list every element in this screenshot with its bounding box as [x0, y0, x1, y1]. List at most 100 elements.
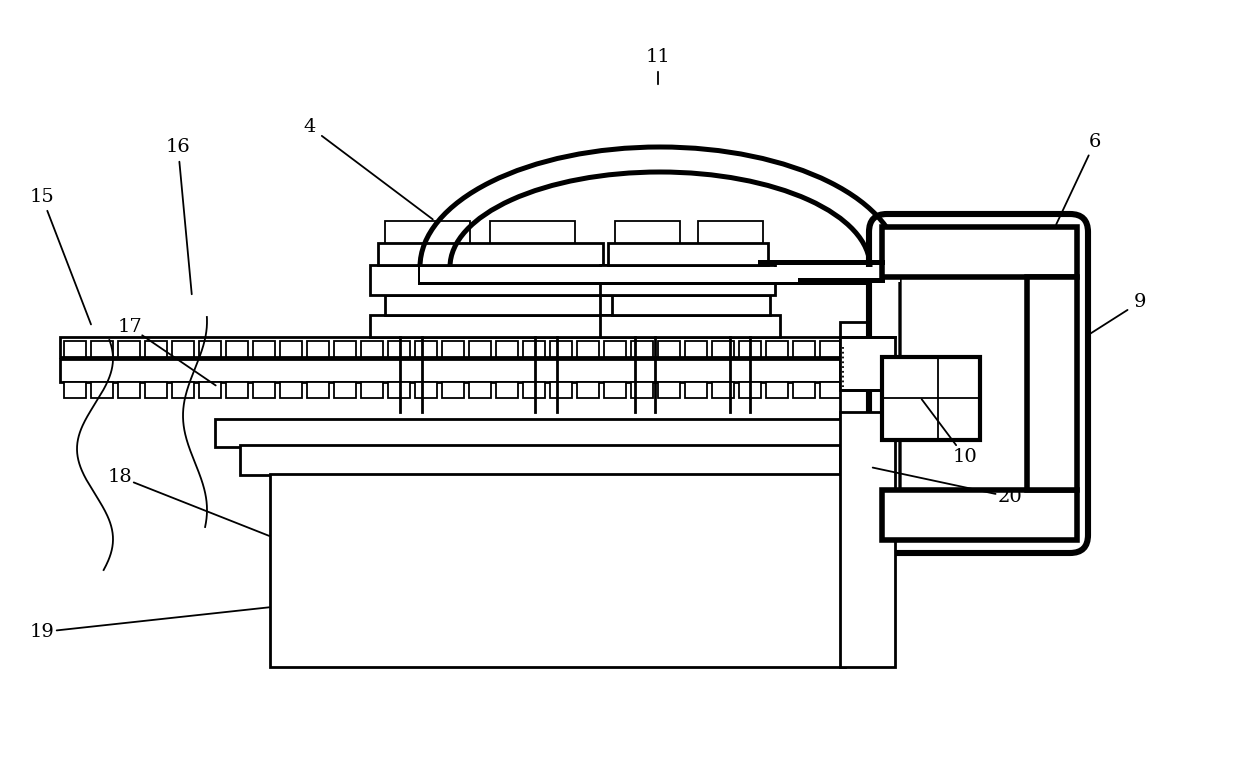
Bar — [334, 341, 356, 357]
Bar — [766, 341, 787, 357]
Bar — [280, 382, 303, 398]
Bar — [361, 382, 383, 398]
Bar — [794, 341, 815, 357]
Text: 6: 6 — [1089, 133, 1101, 151]
Bar — [64, 382, 86, 398]
Bar — [370, 315, 610, 337]
Bar — [658, 382, 680, 398]
Bar — [820, 382, 842, 398]
Bar — [523, 382, 546, 398]
Bar — [882, 227, 1078, 277]
Text: 11: 11 — [646, 48, 671, 66]
Bar — [270, 474, 844, 667]
Bar — [388, 382, 410, 398]
Bar — [523, 341, 546, 357]
Bar — [60, 337, 920, 357]
Bar — [882, 490, 1078, 540]
Bar — [145, 382, 167, 398]
Bar — [215, 419, 866, 447]
Bar — [905, 250, 1060, 515]
Bar — [469, 341, 491, 357]
Bar — [198, 341, 221, 357]
Bar — [712, 382, 734, 398]
Bar — [226, 382, 248, 398]
Bar — [415, 341, 436, 357]
Text: 20: 20 — [998, 488, 1022, 506]
Bar — [820, 341, 842, 357]
FancyBboxPatch shape — [869, 214, 1087, 553]
Bar — [839, 322, 882, 532]
Bar — [658, 341, 680, 357]
Bar — [847, 341, 869, 357]
Bar — [60, 359, 920, 382]
Text: 4: 4 — [304, 118, 316, 136]
Bar — [874, 341, 897, 357]
Bar — [91, 341, 113, 357]
Bar — [118, 382, 140, 398]
Bar — [577, 341, 599, 357]
Bar — [226, 341, 248, 357]
Bar — [361, 341, 383, 357]
Bar — [420, 267, 900, 282]
Bar — [253, 382, 275, 398]
Bar — [64, 341, 86, 357]
Bar — [378, 243, 603, 265]
Bar — [308, 382, 329, 398]
Bar — [839, 412, 895, 667]
Bar — [600, 265, 775, 295]
Text: 18: 18 — [108, 468, 133, 486]
Bar — [496, 382, 518, 398]
Bar — [712, 341, 734, 357]
Bar — [388, 341, 410, 357]
Bar — [608, 243, 768, 265]
Bar — [91, 382, 113, 398]
Bar — [615, 221, 680, 243]
Bar — [384, 295, 600, 315]
Bar — [241, 445, 839, 475]
Bar — [604, 382, 626, 398]
Bar — [172, 382, 193, 398]
Bar — [631, 341, 653, 357]
Bar — [766, 382, 787, 398]
Bar — [613, 295, 770, 315]
Text: 15: 15 — [30, 188, 55, 206]
Bar — [441, 382, 464, 398]
FancyBboxPatch shape — [900, 250, 1060, 517]
Bar — [334, 382, 356, 398]
Bar — [698, 221, 763, 243]
Bar — [600, 315, 780, 337]
Bar — [882, 227, 1078, 540]
Bar — [145, 341, 167, 357]
Text: 16: 16 — [166, 138, 191, 156]
Bar — [551, 382, 572, 398]
Bar — [631, 382, 653, 398]
Bar — [384, 221, 470, 243]
Bar — [198, 382, 221, 398]
Bar — [794, 382, 815, 398]
Bar — [684, 382, 707, 398]
Bar — [874, 382, 897, 398]
Bar — [415, 382, 436, 398]
Text: 17: 17 — [118, 318, 143, 336]
Bar — [370, 265, 610, 295]
Bar — [469, 382, 491, 398]
Text: 19: 19 — [30, 623, 55, 641]
Bar — [739, 382, 761, 398]
Bar — [882, 357, 980, 440]
Bar — [496, 341, 518, 357]
Bar — [490, 221, 575, 243]
Bar — [1027, 277, 1078, 490]
Bar — [118, 341, 140, 357]
Bar — [739, 341, 761, 357]
Bar — [551, 341, 572, 357]
Bar — [684, 341, 707, 357]
Bar — [839, 337, 895, 390]
Bar — [604, 341, 626, 357]
Bar — [172, 341, 193, 357]
Text: 9: 9 — [1133, 293, 1146, 311]
Bar — [441, 341, 464, 357]
Bar — [847, 382, 869, 398]
Bar — [280, 341, 303, 357]
Bar — [308, 341, 329, 357]
Bar — [577, 382, 599, 398]
